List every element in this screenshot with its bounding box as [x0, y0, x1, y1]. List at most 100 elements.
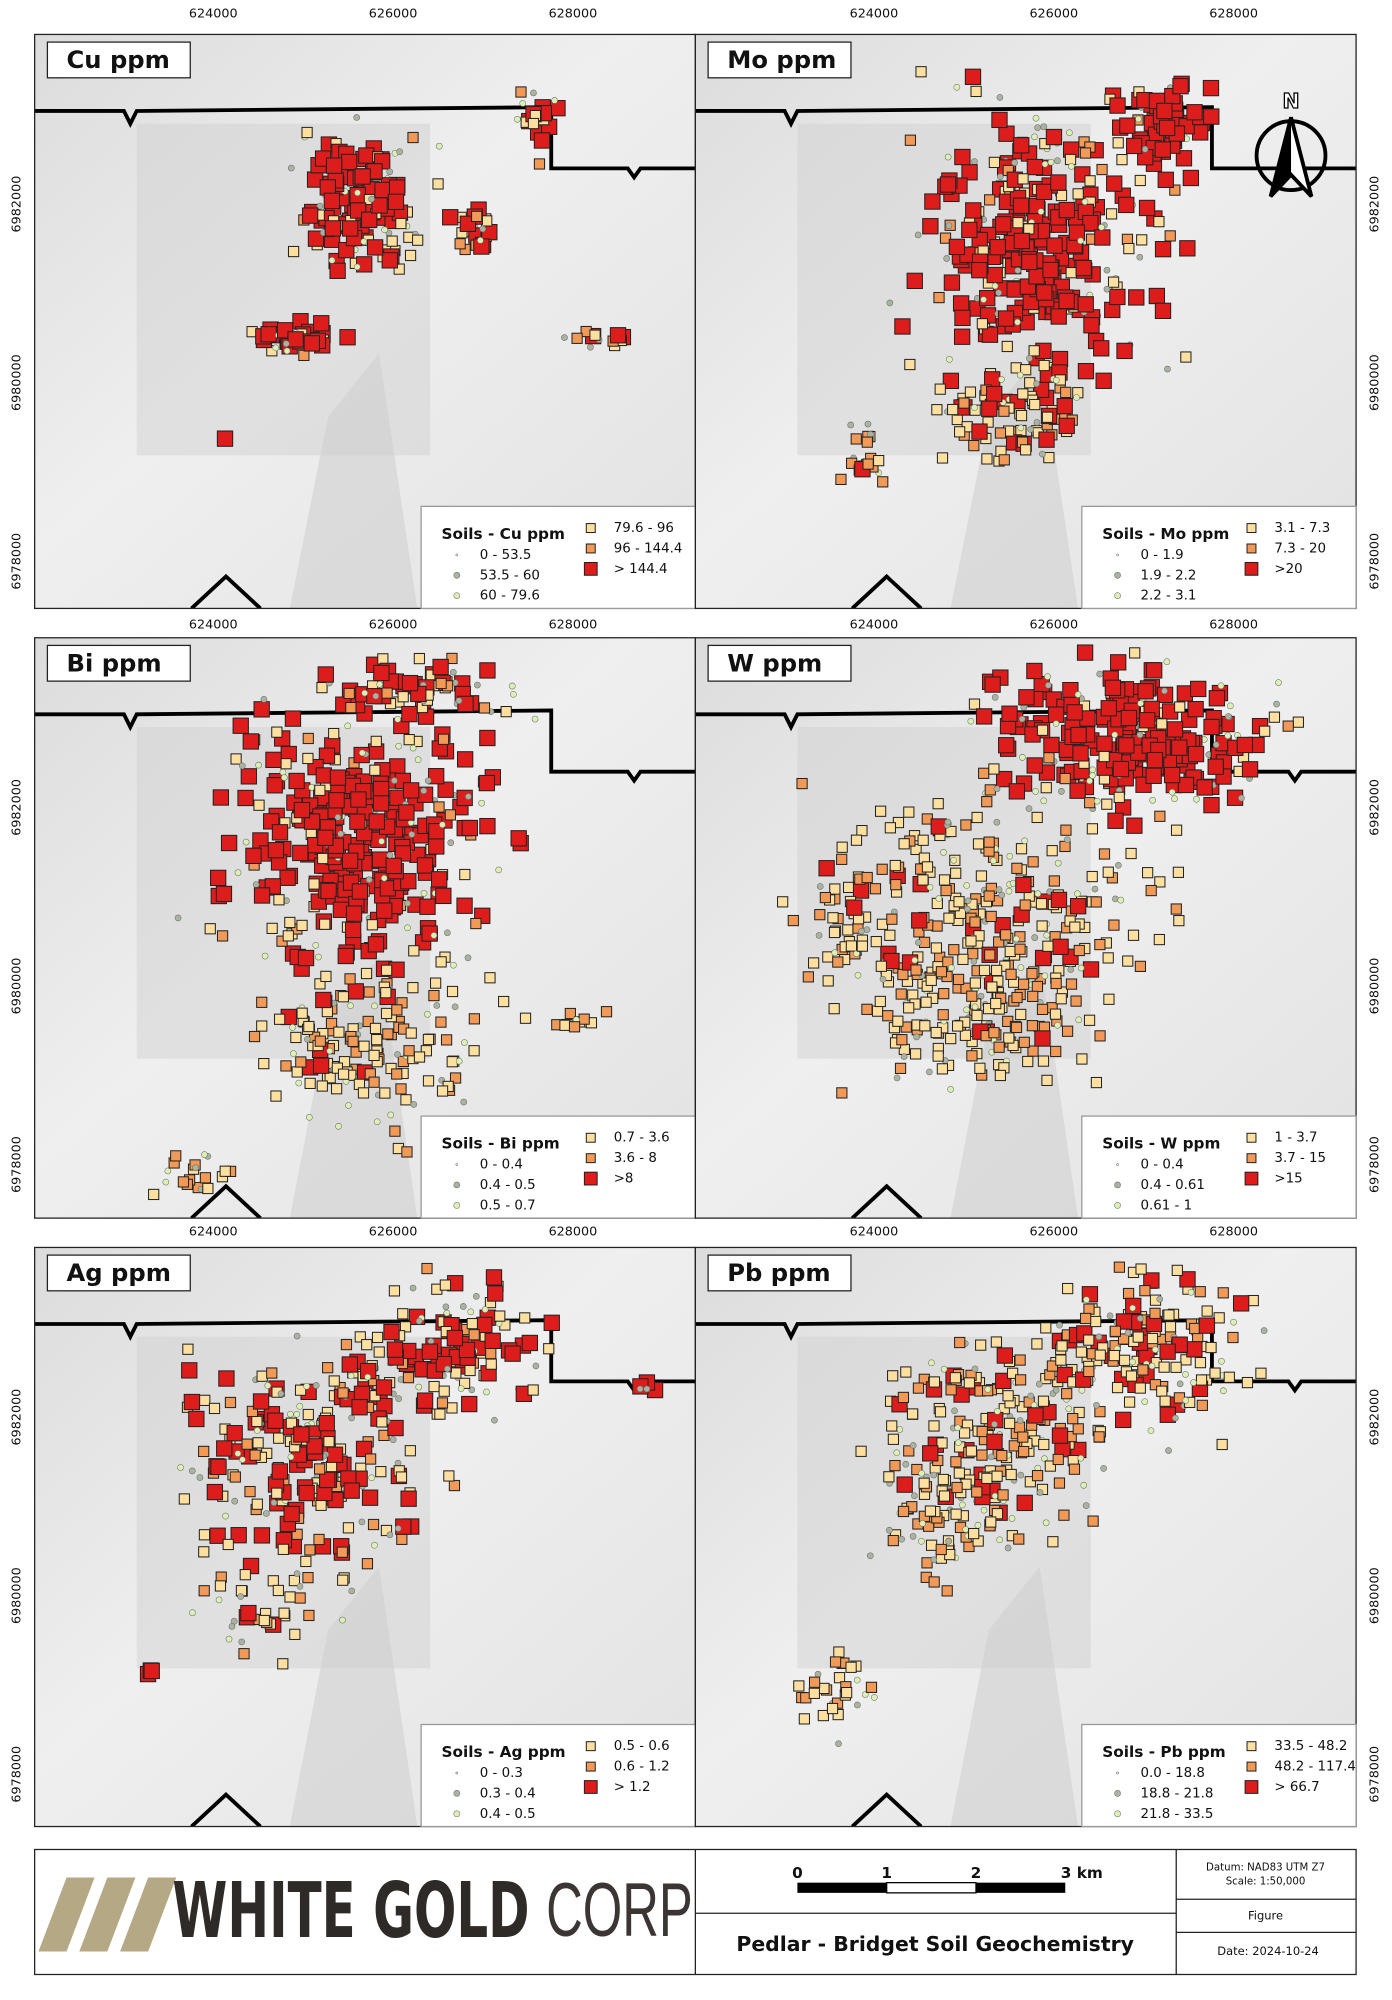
sample-marker: [1077, 964, 1085, 972]
y-tick-label: 6980000: [1368, 1567, 1383, 1624]
sample-marker: [928, 1359, 935, 1367]
sample-marker: [337, 991, 349, 1003]
sample-marker: [402, 782, 420, 799]
sample-marker: [391, 777, 398, 784]
legend-label: 0 - 0.3: [480, 1766, 523, 1781]
sample-marker: [943, 255, 951, 262]
sample-marker: [353, 263, 361, 271]
sample-marker: [215, 885, 233, 903]
sample-marker: [297, 949, 315, 967]
sample-marker: [428, 768, 445, 785]
x-tick-label: 624000: [189, 1225, 238, 1240]
sample-marker: [443, 1470, 455, 1482]
sample-marker: [935, 966, 948, 978]
valley-shade: [289, 1566, 418, 1827]
sample-marker: [841, 1686, 853, 1699]
sample-marker: [319, 1471, 336, 1489]
legend-box: [1081, 1723, 1357, 1828]
sample-marker: [337, 1387, 349, 1399]
x-tick-label: 628000: [549, 1225, 598, 1240]
sample-marker: [1149, 1307, 1161, 1319]
sample-marker: [1038, 431, 1055, 448]
sample-marker: [1172, 78, 1189, 95]
x-tick-label: 624000: [850, 618, 899, 633]
sample-marker: [1014, 267, 1022, 274]
sample-marker: [366, 919, 378, 931]
sample-marker: [1054, 1021, 1061, 1029]
sample-marker: [1003, 1032, 1015, 1044]
sample-marker: [1141, 145, 1149, 153]
sample-marker: [940, 1365, 948, 1373]
figure-number: Figure: [1248, 1908, 1283, 1922]
sample-marker: [998, 454, 1010, 466]
sample-marker: [407, 982, 419, 994]
sample-marker: [915, 66, 927, 78]
sample-marker: [971, 262, 988, 279]
sample-marker: [985, 1516, 997, 1528]
sample-marker: [991, 111, 1008, 129]
sample-marker: [1124, 1329, 1132, 1337]
sample-marker: [1172, 1414, 1179, 1422]
legend-label: 1.9 - 2.2: [1141, 568, 1197, 583]
sample-marker: [395, 1083, 407, 1095]
sample-marker: [335, 1122, 342, 1130]
sample-marker: [1129, 1358, 1136, 1366]
sample-marker: [188, 1467, 196, 1475]
sample-marker: [919, 1520, 926, 1527]
map-panel: Pb ppm Soils - Pb ppm 0.0 - 18.8 18.8 - 21.…: [694, 1246, 1357, 1828]
sample-marker: [1002, 1390, 1014, 1402]
sample-marker: [444, 929, 451, 937]
sample-marker: [991, 1470, 1003, 1482]
sample-marker: [458, 1377, 471, 1389]
sample-marker: [325, 157, 343, 174]
sample-marker: [971, 423, 988, 440]
sample-marker: [1027, 856, 1039, 868]
sample-marker: [414, 756, 422, 764]
sample-marker: [1148, 1362, 1156, 1370]
sample-marker: [293, 1410, 301, 1418]
sample-marker: [204, 923, 216, 935]
sample-marker: [1170, 903, 1182, 915]
sample-marker: [331, 1062, 343, 1074]
legend-label: 1 - 3.7: [1274, 1131, 1317, 1146]
sample-marker: [1026, 757, 1043, 774]
sample-marker: [1052, 1386, 1060, 1394]
sample-marker: [277, 1390, 285, 1398]
sample-marker: [1046, 1360, 1059, 1372]
sample-marker: [1195, 1374, 1208, 1386]
sample-marker: [1083, 317, 1100, 334]
sample-marker: [210, 869, 227, 887]
sample-marker: [206, 1483, 224, 1501]
legend-symbol: [1246, 1132, 1257, 1143]
sample-marker: [265, 751, 282, 769]
legend-label: 3.6 - 8: [614, 1151, 657, 1166]
sample-marker: [178, 1493, 190, 1505]
sample-marker: [371, 197, 388, 214]
sample-marker: [798, 1713, 810, 1725]
sample-marker: [278, 1607, 290, 1619]
sample-marker: [533, 132, 551, 149]
sample-marker: [578, 1013, 590, 1025]
sample-marker: [1156, 102, 1173, 120]
sample-marker: [1015, 876, 1032, 894]
sample-marker: [305, 1113, 313, 1121]
sample-marker: [371, 851, 389, 868]
sample-marker: [854, 972, 862, 979]
sample-marker: [987, 1453, 995, 1461]
sample-marker: [994, 1408, 1001, 1415]
sample-marker: [996, 94, 1004, 101]
sample-marker: [1166, 721, 1184, 738]
sample-marker: [461, 1039, 468, 1046]
sample-marker: [1030, 1401, 1038, 1409]
sample-marker: [1056, 398, 1073, 415]
sample-marker: [508, 682, 516, 690]
legend-label: 0.3 - 0.4: [480, 1786, 536, 1801]
sample-marker: [379, 1087, 391, 1099]
sample-marker: [316, 1080, 328, 1092]
sample-marker: [1061, 1025, 1074, 1037]
sample-marker: [344, 973, 356, 985]
sample-marker: [273, 1013, 286, 1025]
sample-marker: [959, 1029, 972, 1041]
sample-marker: [377, 653, 389, 665]
sample-marker: [984, 194, 996, 206]
